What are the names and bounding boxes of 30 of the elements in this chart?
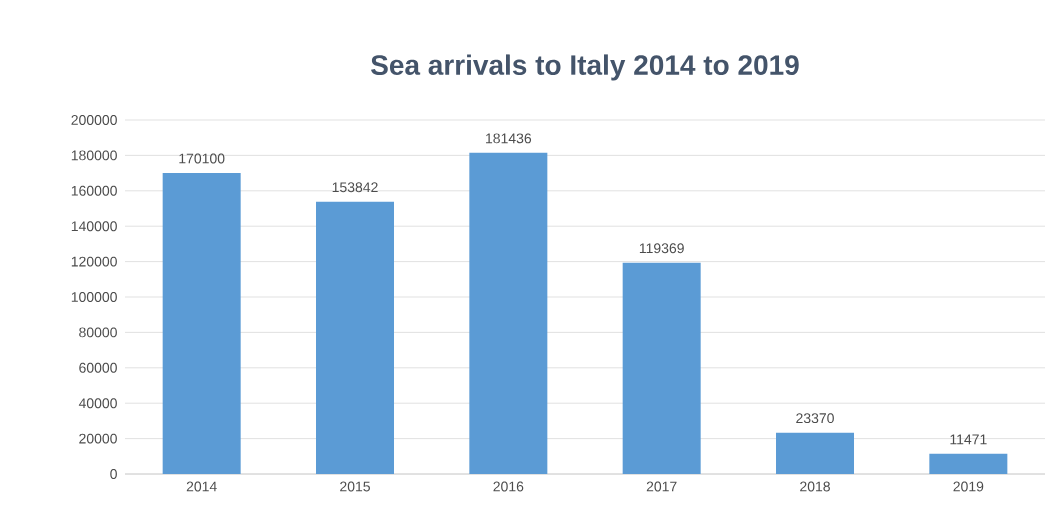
y-tick-label: 40000 <box>78 398 117 409</box>
y-tick-label: 80000 <box>79 327 117 338</box>
data-label: 119369 <box>639 243 684 254</box>
x-tick-label: 2017 <box>646 481 677 492</box>
y-tick-label: 120000 <box>71 256 117 267</box>
y-tick-label: 0 <box>110 469 117 479</box>
x-tick-label: 2018 <box>800 481 830 492</box>
y-tick-label: 200000 <box>71 115 117 125</box>
data-label: 11471 <box>950 434 987 445</box>
data-label: 153842 <box>332 182 378 193</box>
bar <box>929 453 1008 474</box>
x-tick-label: 2014 <box>186 481 217 492</box>
chart-title: Sea arrivals to Italy 2014 to 2019 <box>371 54 799 81</box>
y-tick-label: 140000 <box>71 221 117 232</box>
y-tick-label: 180000 <box>71 150 117 161</box>
bar <box>162 172 241 474</box>
data-label: 181436 <box>486 133 532 144</box>
bar <box>316 201 394 474</box>
data-label: 23370 <box>796 413 834 424</box>
bar <box>776 432 855 474</box>
x-tick-label: 2015 <box>340 481 370 492</box>
x-tick-label: 2019 <box>953 481 984 492</box>
y-tick-label: 60000 <box>79 362 117 373</box>
y-tick-label: 100000 <box>71 292 117 302</box>
data-label: 170100 <box>179 153 225 164</box>
y-tick-label: 160000 <box>71 185 117 196</box>
bar <box>622 262 701 474</box>
bar <box>469 152 548 474</box>
x-tick-label: 2016 <box>493 481 524 492</box>
y-tick-label: 20000 <box>79 433 117 444</box>
